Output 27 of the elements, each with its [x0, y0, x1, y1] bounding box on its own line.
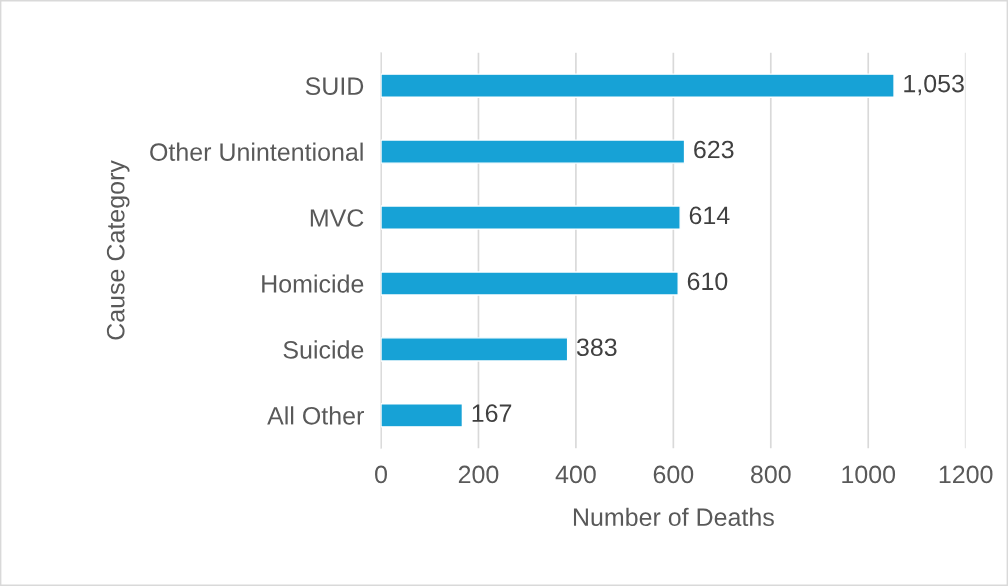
x-tick-label: 1200	[939, 465, 993, 484]
y-tick-label: Homicide	[262, 274, 364, 293]
data-label: 623	[694, 140, 734, 159]
bar	[381, 337, 569, 362]
y-tick-label: All Other	[267, 406, 364, 425]
x-tick-label: 1000	[842, 465, 896, 484]
bar	[381, 271, 679, 296]
x-tick-label: 400	[555, 465, 596, 484]
bar	[381, 73, 895, 98]
y-tick-label: Suicide	[283, 340, 364, 359]
data-label: 614	[689, 206, 730, 225]
bar	[381, 403, 464, 428]
x-tick-label: 800	[751, 465, 791, 484]
data-label: 610	[687, 272, 728, 291]
x-tick-label: 200	[458, 465, 499, 484]
y-tick-label: SUID	[305, 77, 364, 96]
data-label: 1,053	[904, 74, 964, 96]
y-axis-title: Cause Category	[106, 160, 130, 340]
x-tick-label: 0	[375, 465, 387, 484]
x-tick-label: 600	[653, 465, 694, 484]
y-tick-label: MVC	[310, 209, 364, 227]
bar	[381, 139, 686, 164]
y-tick-label: Other Unintentional	[150, 142, 363, 161]
x-axis-title: Number of Deaths	[573, 507, 774, 527]
bar	[381, 205, 681, 230]
data-label: 167	[472, 404, 512, 423]
data-label: 383	[576, 338, 617, 357]
